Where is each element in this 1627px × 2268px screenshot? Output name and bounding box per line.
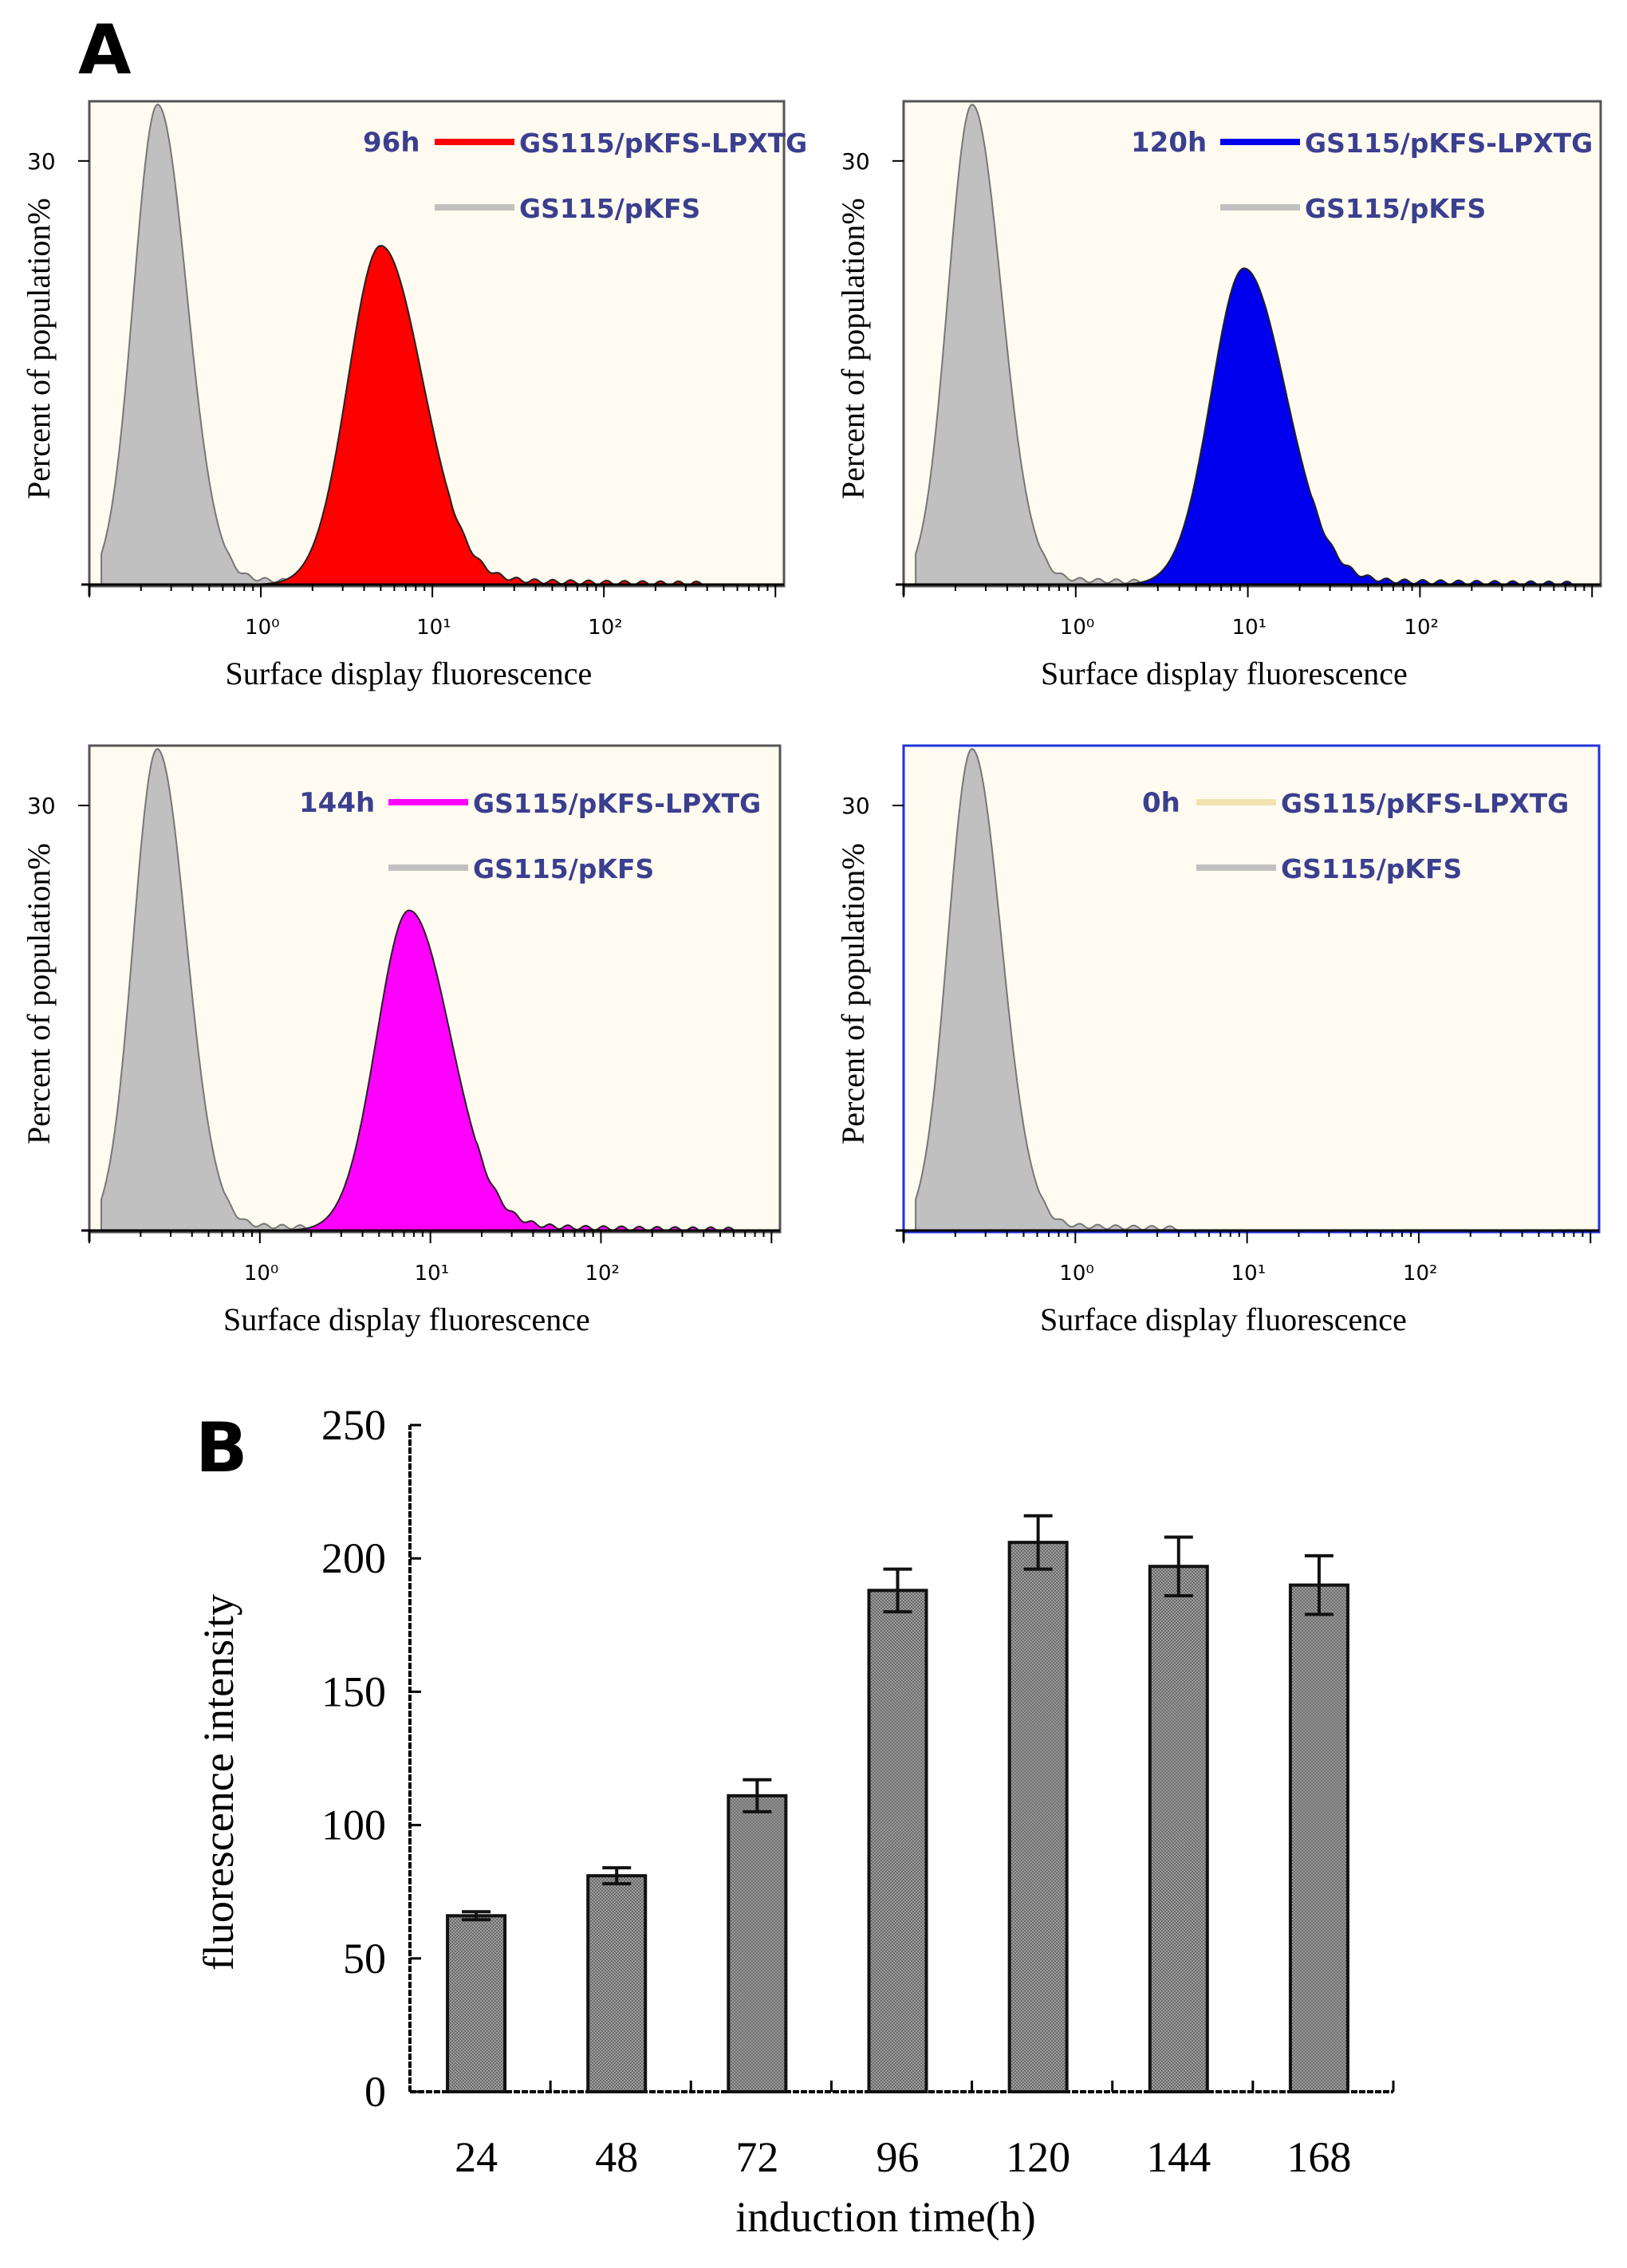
x-tick-label: 10⁰ <box>1060 616 1095 640</box>
y-axis-label: Percent of population% <box>835 198 871 499</box>
error-bar-168h <box>1304 1553 1334 1616</box>
legend-label: GS115/pKFS <box>473 853 654 884</box>
error-bar-144h <box>1164 1535 1193 1598</box>
bar-chart: 0 50 100 150 200 250 24 48 72 96 120 144 168 inductio… <box>195 1401 1395 2241</box>
histogram-panel-120h: 10⁰ 10¹ 10² 30 Surface display fluorescence P… <box>835 100 1602 691</box>
bar-24h <box>446 1914 507 2093</box>
histogram-series-lpxtg <box>246 909 735 1232</box>
x-axis-label: Surface display fluorescence <box>226 656 593 691</box>
bar-168h <box>1288 1583 1349 2093</box>
legend-label: GS115/pKFS-LPXTG <box>473 788 761 819</box>
x-tick-label: 10² <box>1404 616 1439 640</box>
panel-label-a: A <box>78 10 132 90</box>
x-tick-label: 96 <box>877 2133 920 2181</box>
legend-label: GS115/pKFS-LPXTG <box>519 128 807 159</box>
y-tick-label: 0 <box>364 2068 386 2116</box>
x-tick-label: 10⁰ <box>244 1262 279 1286</box>
bar-48h <box>586 1874 648 2093</box>
histogram-panel-0h: 10⁰ 10¹ 10² 30 Surface display fluorescence P… <box>835 744 1601 1337</box>
x-tick-label: 10¹ <box>415 1262 450 1286</box>
x-tick-label: 10⁰ <box>245 616 280 640</box>
x-tick-label: 10¹ <box>1231 1262 1267 1286</box>
x-tick-label: 48 <box>595 2133 638 2181</box>
histogram-series-control <box>915 747 1179 1231</box>
error-bar-72h <box>743 1778 772 1813</box>
y-tick-label: 250 <box>321 1401 386 1449</box>
error-bar-48h <box>602 1866 632 1886</box>
x-tick-label: 144 <box>1146 2133 1211 2181</box>
legend-time-label: 96h <box>363 127 420 159</box>
x-tick-label: 10² <box>1403 1262 1438 1286</box>
y-tick-label: 50 <box>343 1935 386 1983</box>
x-axis-label: Surface display fluorescence <box>1040 1301 1407 1337</box>
histogram-series-lpxtg <box>1080 267 1572 586</box>
x-tick-label: 120 <box>1006 2133 1070 2181</box>
error-bar-96h <box>883 1567 912 1614</box>
x-tick-label: 10¹ <box>1232 616 1267 640</box>
x-tick-label: 10² <box>588 616 623 640</box>
legend-time-label: 0h <box>1142 787 1180 819</box>
y-tick-label: 30 <box>841 793 870 819</box>
bar-144h <box>1148 1565 1209 2094</box>
error-bar-24h <box>462 1910 491 1922</box>
y-axis-label: Percent of population% <box>835 843 871 1144</box>
y-axis-label: Percent of population% <box>21 198 57 499</box>
legend-time-label: 120h <box>1131 127 1207 159</box>
y-tick-label: 30 <box>27 793 56 819</box>
legend-time-label: 144h <box>299 787 375 819</box>
x-axis-label: induction time(h) <box>735 2193 1035 2241</box>
histogram-series-lpxtg <box>218 245 707 586</box>
histogram-series-control <box>915 103 1180 585</box>
error-bar-120h <box>1023 1514 1053 1571</box>
x-tick-label: 10² <box>585 1262 620 1286</box>
legend-label: GS115/pKFS <box>1305 193 1486 224</box>
x-axis-label: Surface display fluorescence <box>1041 656 1408 691</box>
x-tick-label: 72 <box>735 2133 778 2181</box>
x-tick-label: 10⁰ <box>1059 1262 1094 1286</box>
legend-label: GS115/pKFS-LPXTG <box>1281 788 1569 819</box>
legend-label: GS115/pKFS-LPXTG <box>1305 128 1593 159</box>
y-tick-label: 200 <box>321 1534 386 1582</box>
y-tick-label: 150 <box>321 1668 386 1715</box>
y-axis-label: Percent of population% <box>21 843 57 1144</box>
legend-label: GS115/pKFS <box>1281 853 1462 884</box>
x-axis-label: Surface display fluorescence <box>223 1301 590 1337</box>
histogram-panel-144h: 10⁰ 10¹ 10² 30 Surface display fluorescence P… <box>21 744 782 1337</box>
y-tick-label: 30 <box>27 148 56 175</box>
y-axis-label: fluorescence intensity <box>195 1594 242 1971</box>
x-tick-label: 168 <box>1286 2133 1351 2181</box>
y-tick-label: 100 <box>321 1801 386 1849</box>
bar-96h <box>867 1589 928 2093</box>
panel-label-b: B <box>195 1408 248 1488</box>
bar-120h <box>1007 1541 1069 2093</box>
x-tick-label: 10¹ <box>416 616 451 640</box>
y-tick-label: 30 <box>841 148 870 175</box>
bar-72h <box>727 1794 788 2093</box>
x-tick-label: 24 <box>455 2133 498 2181</box>
histogram-panel-96h: 10⁰ 10¹ 10² 30 Surface display fluorescence P… <box>21 100 807 691</box>
legend-label: GS115/pKFS <box>519 193 700 224</box>
